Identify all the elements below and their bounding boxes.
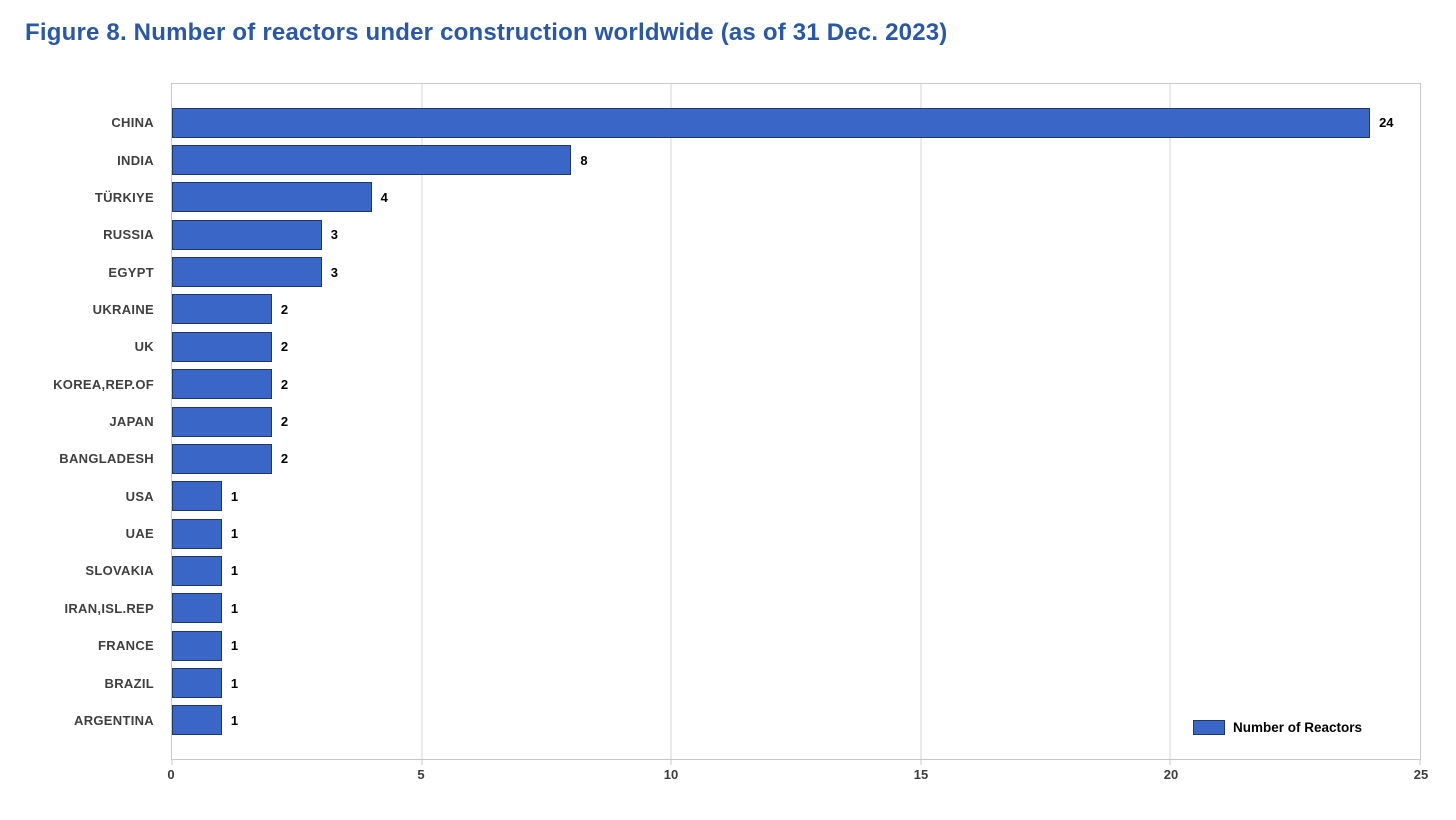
bar (172, 107, 1371, 138)
axis-tick (1419, 759, 1421, 765)
category-label: SLOVAKIA (85, 563, 154, 579)
category-label: TÜRKIYE (94, 189, 154, 205)
value-label: 3 (330, 227, 338, 243)
axis-tick (920, 759, 922, 765)
bar-row: SLOVAKIA 1 (85, 552, 1420, 589)
figure-title: Figure 8. Number of reactors under const… (25, 19, 948, 46)
bar-row: FRANCE 1 (98, 627, 1420, 664)
value-label: 1 (230, 675, 239, 691)
value-label: 2 (280, 376, 289, 392)
category-label: ARGENTINA (74, 712, 154, 728)
bar-row: INDIA 8 (117, 141, 1420, 178)
axis-tick (421, 759, 423, 765)
x-tick-label: 25 (1413, 767, 1429, 782)
category-label: CHINA (111, 115, 154, 131)
bar-row: USA 1 (126, 478, 1420, 515)
category-label: IRAN,ISL.REP (64, 600, 154, 616)
category-label: BANGLADESH (59, 451, 154, 467)
bar-row: RUSSIA 3 (103, 216, 1420, 253)
bar-row: KOREA,REP.OF 2 (53, 366, 1420, 403)
bar-row: CHINA 24 (111, 104, 1420, 141)
category-label: UAE (125, 526, 154, 542)
value-label: 1 (230, 488, 239, 504)
gridline (920, 84, 922, 759)
bar-row: UAE 1 (126, 515, 1420, 552)
bar (172, 630, 222, 661)
category-label: INDIA (117, 152, 154, 168)
bar-row: UK 2 (135, 328, 1420, 365)
x-tick-label: 0 (167, 767, 175, 782)
bar (172, 481, 222, 512)
bar (172, 369, 272, 400)
category-label: UKRAINE (92, 301, 154, 317)
category-label: FRANCE (98, 638, 154, 654)
category-label: JAPAN (109, 414, 154, 430)
axis-tick (171, 759, 173, 765)
bar-row: BANGLADESH 2 (59, 440, 1420, 477)
bar (172, 406, 272, 437)
x-tick-label: 5 (417, 767, 425, 782)
category-label: KOREA,REP.OF (53, 376, 154, 392)
value-label: 1 (230, 712, 239, 728)
bar-row: EGYPT 3 (108, 253, 1420, 290)
legend-label: Number of Reactors (1232, 720, 1362, 735)
bar (172, 331, 272, 362)
bar-row: IRAN,ISL.REP 1 (64, 590, 1420, 627)
bar (172, 593, 222, 624)
bar (172, 443, 272, 474)
bar (172, 257, 322, 288)
value-label: 2 (280, 301, 289, 317)
category-label: BRAZIL (104, 675, 154, 691)
gridline (1169, 84, 1171, 759)
bar (172, 555, 222, 586)
x-tick-label: 10 (663, 767, 679, 782)
bar-row: TÜRKIYE 4 (95, 179, 1420, 216)
bar (172, 518, 222, 549)
value-label: 1 (230, 600, 239, 616)
value-label: 8 (580, 152, 588, 168)
x-tick-label: 20 (1163, 767, 1179, 782)
gridline (421, 84, 423, 759)
bars-container: CHINA 24 INDIA 8 TÜRKIYE 4 RUSSIA 3 EGYPT 3 UKRAIN… (53, 104, 1420, 739)
plot-area: CHINA 24 INDIA 8 TÜRKIYE 4 RUSSIA 3 EGYPT 3 UKRAIN… (53, 83, 1421, 765)
legend: Number of Reactors (1192, 720, 1362, 735)
category-label: EGYPT (108, 264, 154, 280)
bar-row: ARGENTINA 1 (74, 702, 1420, 739)
value-label: 2 (280, 451, 289, 467)
value-label: 1 (230, 526, 239, 542)
x-axis-labels: 0 5 10 15 20 25 (167, 767, 1428, 787)
bar (172, 219, 322, 250)
bar-row: JAPAN 2 (109, 403, 1420, 440)
bar-row: UKRAINE 2 (93, 291, 1420, 328)
value-label: 2 (280, 339, 289, 355)
value-label: 2 (280, 414, 289, 430)
category-label: RUSSIA (103, 227, 154, 243)
axis-tick (670, 759, 672, 765)
value-label: 3 (330, 264, 338, 280)
bar (172, 668, 222, 699)
gridline (670, 84, 672, 759)
axis-tick (1169, 759, 1171, 765)
bar-row: BRAZIL 1 (105, 664, 1420, 701)
value-label: 1 (230, 563, 239, 579)
bar (172, 145, 572, 176)
value-label: 1 (230, 638, 239, 654)
category-label: UK (134, 339, 154, 355)
value-label: 4 (380, 189, 388, 205)
bar (172, 294, 272, 325)
legend-swatch-icon (1192, 720, 1225, 735)
x-tick-label: 15 (913, 767, 929, 782)
value-label: 24 (1379, 115, 1394, 131)
bar (172, 705, 222, 736)
category-label: USA (125, 488, 154, 504)
bar (172, 182, 372, 213)
